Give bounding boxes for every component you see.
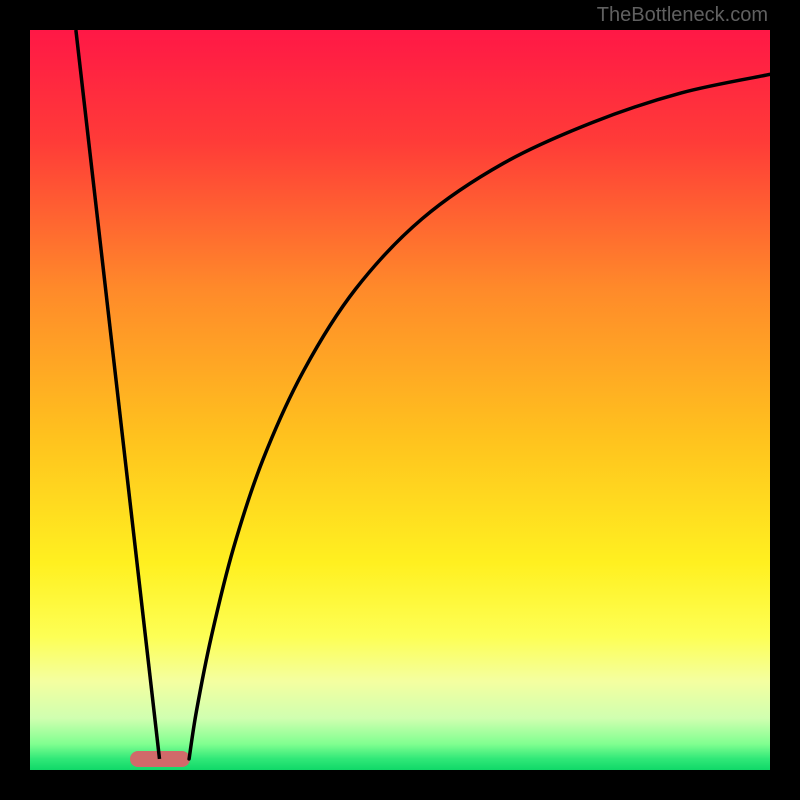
chart-container: TheBottleneck.com (0, 0, 800, 800)
plot-area (30, 30, 770, 770)
left-line-path (76, 30, 160, 759)
right-curve-path (189, 74, 770, 759)
frame-left (0, 0, 30, 800)
frame-right (770, 0, 800, 800)
curve-svg (30, 30, 770, 770)
frame-bottom (0, 770, 800, 800)
watermark-text: TheBottleneck.com (597, 4, 768, 27)
